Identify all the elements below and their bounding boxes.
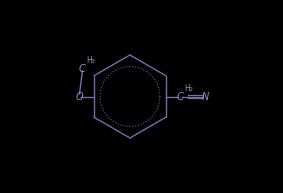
Text: H₂: H₂ — [184, 84, 193, 93]
Text: H₃: H₃ — [86, 56, 95, 65]
Text: N: N — [202, 91, 209, 102]
Text: O: O — [76, 91, 83, 102]
Text: C: C — [177, 91, 184, 102]
Text: C: C — [79, 63, 86, 74]
